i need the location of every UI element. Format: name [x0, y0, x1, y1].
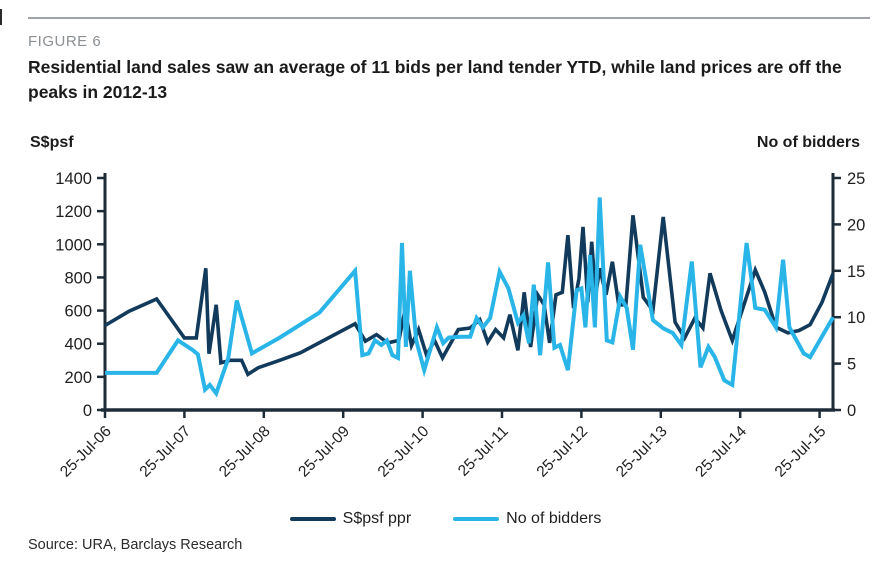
left-tick-label: 1000 [55, 236, 92, 254]
left-tick-label: 1200 [55, 203, 92, 221]
x-tick-label: 25-Jul-06 [57, 423, 115, 481]
psf-line-swatch [289, 516, 336, 522]
right-tick-label: 5 [847, 356, 856, 374]
legend-label-bidders: No of bidders [506, 510, 602, 527]
right-tick-label: 25 [847, 170, 865, 188]
legend-item-bidders: No of bidders [453, 510, 601, 528]
x-tick-label: 25-Jul-10 [375, 423, 433, 481]
right-axis-title: No of bidders [756, 134, 860, 151]
bidders-line [105, 197, 835, 398]
right-tick-label: 15 [847, 263, 865, 281]
right-tick-label: 20 [847, 216, 865, 234]
divider-rule [28, 17, 870, 19]
x-tick-label: 25-Jul-14 [692, 423, 750, 481]
x-tick-label: 25-Jul-07 [137, 423, 195, 481]
legend-item-psf: S$psf ppr [289, 510, 412, 528]
left-tick-label: 200 [64, 369, 92, 387]
psf-line [104, 215, 835, 378]
left-tick-label: 400 [64, 336, 92, 354]
source-note: Source: URA, Barclays Research [28, 537, 243, 553]
figure-label: FIGURE 6 [28, 33, 102, 50]
left-tick-label: 600 [64, 303, 92, 321]
x-tick-label: 25-Jul-08 [216, 423, 274, 481]
figure-title: Residential land sales saw an average of… [28, 57, 842, 102]
x-tick-label: 25-Jul-15 [772, 423, 830, 481]
x-tick-label: 25-Jul-13 [613, 423, 671, 481]
x-tick-label: 25-Jul-12 [534, 423, 592, 481]
left-tick-label: 0 [83, 402, 92, 420]
bidders-line-swatch [453, 516, 500, 522]
left-tick-label: 1400 [55, 170, 92, 188]
chart-legend: S$psf ppr No of bidders [0, 507, 891, 531]
legend-label-psf: S$psf ppr [342, 510, 412, 527]
x-tick-label: 25-Jul-11 [455, 423, 512, 480]
right-tick-label: 10 [847, 309, 865, 327]
x-tick-label: 25-Jul-09 [295, 423, 353, 481]
left-tick-label: 800 [64, 269, 92, 287]
page-edge-mark [0, 9, 2, 25]
right-tick-label: 0 [847, 402, 856, 420]
left-axis-title: S$psf [30, 134, 74, 151]
